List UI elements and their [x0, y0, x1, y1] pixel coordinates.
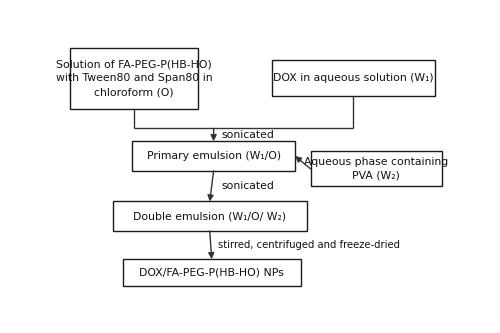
Text: Primary emulsion (W₁/O): Primary emulsion (W₁/O) — [146, 151, 280, 161]
Text: Double emulsion (W₁/O/ W₂): Double emulsion (W₁/O/ W₂) — [133, 211, 286, 221]
Text: DOX in aqueous solution (W₁): DOX in aqueous solution (W₁) — [273, 73, 434, 84]
FancyBboxPatch shape — [132, 141, 295, 171]
FancyBboxPatch shape — [272, 61, 434, 96]
Text: DOX/FA-PEG-P(HB-HO) NPs: DOX/FA-PEG-P(HB-HO) NPs — [140, 268, 284, 278]
Text: Aqueous phase containing
PVA (W₂): Aqueous phase containing PVA (W₂) — [304, 157, 448, 181]
Text: sonicated: sonicated — [222, 181, 274, 191]
Text: stirred, centrifuged and freeze-dried: stirred, centrifuged and freeze-dried — [218, 240, 400, 250]
Text: sonicated: sonicated — [222, 130, 274, 140]
FancyBboxPatch shape — [122, 259, 301, 286]
FancyBboxPatch shape — [113, 201, 306, 231]
FancyBboxPatch shape — [70, 48, 198, 109]
Text: Solution of FA-PEG-P(HB-HO)
with Tween80 and Span80 in
chloroform (O): Solution of FA-PEG-P(HB-HO) with Tween80… — [56, 59, 212, 98]
FancyBboxPatch shape — [310, 152, 442, 186]
